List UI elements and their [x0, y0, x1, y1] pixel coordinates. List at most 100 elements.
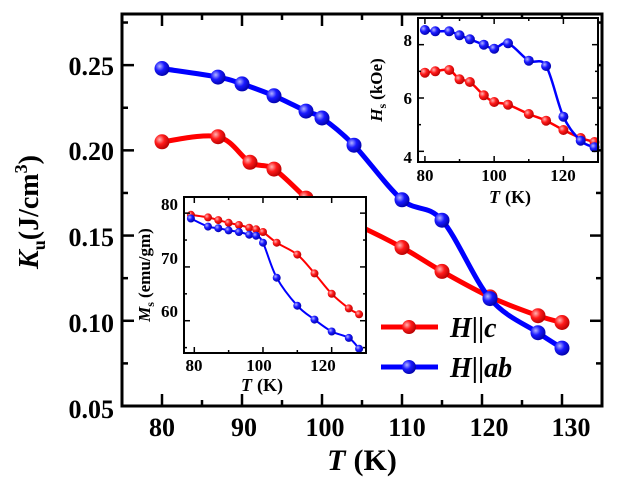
inset-ms-ylabel-sub: s: [143, 302, 157, 307]
inset-ms-point-h-c: [355, 310, 364, 319]
main-xtick-label: 110: [388, 413, 426, 442]
legend-label-h-ab: H||ab: [449, 353, 512, 384]
inset-hs-ylabel-sub: s: [375, 103, 389, 108]
inset-ms-point-h-ab: [272, 273, 281, 282]
inset-hs-frame: [417, 17, 599, 163]
inset-ms-point-h-c: [272, 238, 281, 247]
inset-ms-point-h-c: [259, 228, 267, 236]
inset-hs-ylabel-symbol: H: [367, 108, 386, 123]
main-ytick-label: 0.05: [69, 395, 115, 424]
inset-hs-point-h-ab: [575, 135, 586, 146]
inset-ms-xlabel-unit: (K): [257, 375, 283, 396]
main-xlabel: T (K): [327, 444, 397, 477]
inset-ms-point-h-ab: [310, 315, 319, 324]
inset-ms-point-h-ab: [214, 224, 223, 233]
main-ylabel-unit: (J/cm: [14, 173, 45, 240]
inset-hs-point-h-c: [464, 77, 475, 87]
inset-hs-point-h-c: [430, 66, 441, 77]
main-point-h-ab: [346, 137, 362, 153]
inset-ms-xtick-label: 100: [246, 356, 272, 375]
inset-ms-point-h-ab: [344, 333, 353, 342]
inset-hs-xtick-label: 80: [417, 166, 434, 185]
inset-hs-point-h-ab: [503, 38, 513, 49]
main-xtick-label: 90: [231, 413, 257, 442]
legend-label-dir: ab: [484, 353, 512, 384]
inset-ms-point-h-c: [344, 304, 353, 313]
main-point-h-c: [434, 263, 450, 279]
main-point-h-ab: [210, 69, 226, 85]
legend-label-sep: ||: [472, 313, 484, 344]
inset-hs-point-h-c: [419, 67, 430, 78]
inset-hs-ytick-label: 4: [404, 148, 413, 167]
inset-hs-series-layer: [419, 25, 600, 153]
main-point-h-c: [394, 240, 410, 255]
inset-ms-point-h-ab: [293, 301, 302, 310]
inset-hs-point-h-ab: [464, 34, 475, 45]
legend-marker-h-ab: [402, 360, 416, 374]
inset-hs-ytick-label: 8: [404, 31, 413, 50]
inset-hs-xlabel: T (K): [489, 187, 531, 208]
main-ylabel: Ku(J/cm3): [11, 155, 49, 270]
inset-hs-ylabel-unit: (kOe): [367, 58, 386, 100]
inset-ms-xtick-label: 120: [310, 356, 336, 375]
inset-hs-ytick-label: 6: [404, 89, 413, 108]
inset-hs-point-h-ab: [523, 55, 534, 66]
inset-ms-point-h-c: [293, 250, 302, 259]
inset-hs-xtick-label: 120: [550, 166, 576, 185]
inset-ms-ylabel-unit: (emu/gm): [135, 228, 154, 298]
inset-ms-xlabel: T (K): [241, 375, 283, 396]
inset-ms-xlabel-symbol: T: [241, 375, 253, 395]
inset-hs-ylabel: Hs (kOe): [367, 58, 389, 122]
main-point-h-ab: [266, 88, 282, 104]
main-xlabel-symbol: T: [327, 444, 347, 477]
inset-hs-point-h-c: [541, 115, 552, 126]
main-point-h-c: [154, 134, 170, 150]
main-ytick-label: 0.20: [69, 137, 115, 166]
inset-ms-ylabel: Ms (emu/gm): [135, 228, 157, 323]
inset-ms-ytick-label: 70: [161, 249, 178, 268]
main-point-h-ab: [482, 291, 498, 307]
main-point-h-ab: [234, 76, 250, 92]
inset-ms-point-h-ab: [245, 230, 254, 239]
inset-hs-point-h-c: [523, 109, 534, 119]
main-ylabel-close: ): [14, 155, 45, 164]
main-point-h-c: [554, 315, 570, 330]
inset-hs-point-h-ab: [489, 43, 500, 54]
inset-ms-ticks: [184, 197, 367, 353]
inset-hs-point-h-c: [503, 99, 513, 110]
main-point-h-ab: [554, 340, 570, 356]
inset-hs-point-h-c: [489, 97, 500, 107]
inset-hs-ticks: [418, 18, 599, 162]
inset-ms-point-h-c: [310, 269, 319, 278]
main-point-h-c: [242, 154, 258, 170]
inset-ms-point-h-c: [252, 225, 261, 234]
inset-hs-point-h-c: [478, 90, 489, 101]
main-ytick-label: 0.15: [69, 223, 115, 252]
inset-hs-xtick-label: 100: [481, 166, 507, 185]
inset-ms-point-h-ab: [204, 222, 212, 231]
legend: H||c H||ab: [381, 313, 512, 384]
inset-ms-point-h-ab: [259, 238, 267, 247]
main-point-h-c: [266, 161, 282, 177]
inset-hs-xlabel-unit: (K): [505, 187, 531, 208]
legend-label-h-c: H||c: [449, 313, 497, 344]
main-point-h-c: [530, 308, 546, 324]
inset-ms-frame: [183, 196, 367, 354]
inset-hs-point-h-ab: [478, 39, 489, 50]
main-point-h-ab: [314, 110, 330, 126]
inset-ms-ytick-label: 80: [161, 195, 178, 214]
inset-ms-ylabel-symbol: M: [135, 306, 154, 323]
inset-ms-point-h-c: [234, 221, 243, 229]
main-ylabel-sub: u: [29, 240, 49, 250]
main-ytick-label: 0.25: [69, 52, 115, 81]
legend-label-dir: c: [484, 313, 497, 344]
main-xtick-label: 120: [470, 413, 509, 442]
main-point-h-ab: [434, 212, 450, 228]
inset-hs-point-h-c: [444, 65, 455, 75]
inset-ms-point-h-ab: [234, 228, 243, 236]
inset-ms-point-h-c: [224, 218, 233, 227]
main-ylabel-sup: 3: [11, 164, 31, 173]
inset-ms-series-layer: [186, 210, 364, 353]
legend-marker-h-c: [402, 320, 416, 334]
